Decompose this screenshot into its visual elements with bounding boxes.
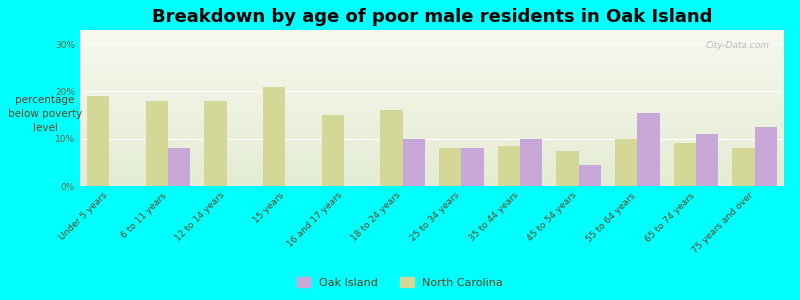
Bar xyxy=(462,148,484,186)
Bar xyxy=(520,139,542,186)
Legend: Oak Island, North Carolina: Oak Island, North Carolina xyxy=(294,274,506,291)
Bar xyxy=(578,165,601,186)
Bar xyxy=(498,146,520,186)
Bar xyxy=(146,101,168,186)
Bar xyxy=(439,148,462,186)
Bar xyxy=(754,127,777,186)
Bar xyxy=(263,87,286,186)
Bar xyxy=(380,110,402,186)
Text: City-Data.com: City-Data.com xyxy=(706,41,770,50)
Bar xyxy=(732,148,754,186)
Title: Breakdown by age of poor male residents in Oak Island: Breakdown by age of poor male residents … xyxy=(152,8,712,26)
Bar xyxy=(87,96,110,186)
Bar xyxy=(168,148,190,186)
Bar xyxy=(322,115,344,186)
Text: percentage
below poverty
level: percentage below poverty level xyxy=(8,95,82,133)
Bar xyxy=(674,143,696,186)
Bar xyxy=(204,101,226,186)
Bar xyxy=(696,134,718,186)
Bar xyxy=(615,139,638,186)
Bar xyxy=(556,151,578,186)
Bar xyxy=(402,139,425,186)
Bar xyxy=(638,113,660,186)
